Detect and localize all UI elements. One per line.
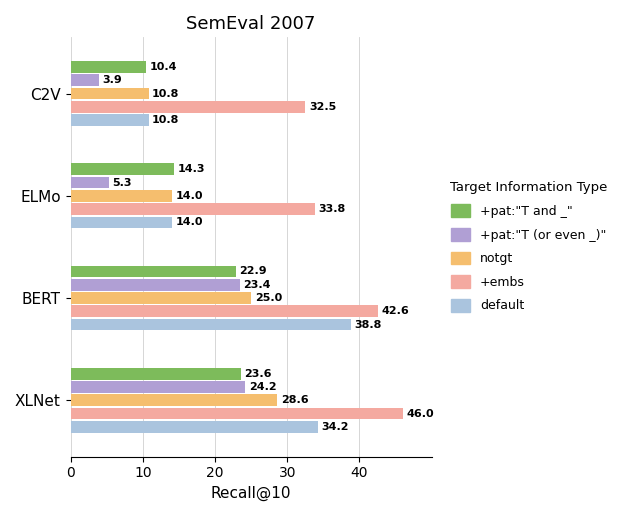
Bar — [71, 408, 403, 420]
Text: 14.3: 14.3 — [178, 164, 205, 174]
Bar — [71, 305, 378, 317]
Text: 42.6: 42.6 — [382, 307, 410, 316]
Text: 22.9: 22.9 — [239, 266, 267, 277]
Text: 3.9: 3.9 — [102, 75, 122, 85]
Text: 14.0: 14.0 — [175, 217, 203, 228]
Legend: +pat:"T and _", +pat:"T (or even _)", notgt, +embs, default: +pat:"T and _", +pat:"T (or even _)", no… — [445, 176, 612, 317]
Bar — [71, 266, 236, 277]
Text: 32.5: 32.5 — [309, 102, 336, 112]
Bar — [71, 394, 277, 406]
Bar — [71, 74, 99, 86]
Bar — [71, 319, 351, 330]
Text: 25.0: 25.0 — [255, 293, 282, 303]
Text: 34.2: 34.2 — [321, 422, 348, 432]
X-axis label: Recall@10: Recall@10 — [211, 486, 291, 501]
Text: 10.8: 10.8 — [152, 115, 180, 125]
Bar — [71, 61, 146, 73]
Title: SemEval 2007: SemEval 2007 — [186, 15, 316, 33]
Bar — [71, 203, 314, 215]
Bar — [71, 381, 245, 393]
Text: 33.8: 33.8 — [318, 204, 345, 214]
Bar — [71, 176, 109, 188]
Bar — [71, 164, 174, 175]
Bar — [71, 190, 172, 202]
Bar — [71, 101, 306, 112]
Bar — [71, 368, 241, 380]
Text: 28.6: 28.6 — [281, 395, 308, 405]
Bar — [71, 292, 251, 304]
Text: 14.0: 14.0 — [175, 191, 203, 201]
Text: 10.4: 10.4 — [149, 62, 177, 72]
Text: 23.6: 23.6 — [244, 369, 272, 379]
Text: 38.8: 38.8 — [354, 319, 382, 330]
Text: 24.2: 24.2 — [249, 382, 277, 392]
Bar — [71, 88, 149, 100]
Text: 5.3: 5.3 — [113, 178, 132, 187]
Text: 46.0: 46.0 — [406, 409, 434, 418]
Text: 10.8: 10.8 — [152, 89, 180, 99]
Bar — [71, 421, 318, 433]
Text: 23.4: 23.4 — [243, 280, 271, 290]
Bar — [71, 217, 172, 228]
Bar — [71, 279, 239, 291]
Bar — [71, 115, 149, 126]
